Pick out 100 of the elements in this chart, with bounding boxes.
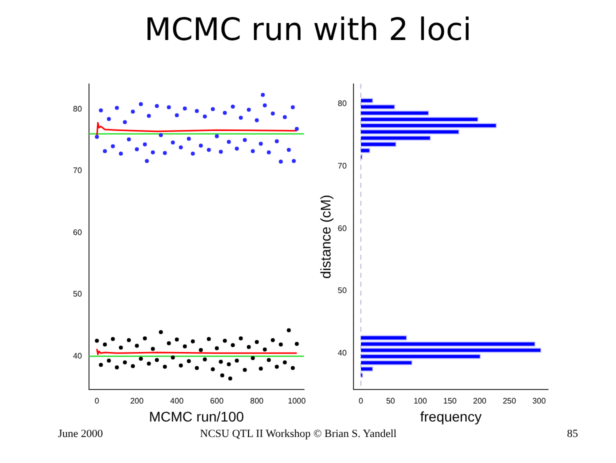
point — [260, 92, 265, 97]
point — [130, 364, 135, 368]
point — [134, 147, 139, 152]
point — [110, 336, 115, 341]
point — [146, 114, 151, 118]
point — [142, 336, 147, 340]
x-tick-label: 200 — [472, 396, 487, 406]
point — [250, 149, 255, 154]
point — [226, 140, 231, 144]
point — [214, 134, 219, 138]
point — [234, 146, 239, 151]
point — [198, 144, 203, 148]
x-tick-label: 200 — [130, 396, 144, 406]
y-tick-label: 70 — [72, 166, 82, 176]
y-tick-label: 50 — [72, 290, 82, 299]
x-tick-label: 50 — [386, 396, 396, 406]
point — [144, 159, 149, 164]
point — [178, 364, 183, 368]
text: 85 — [567, 428, 578, 440]
point — [134, 344, 139, 348]
point — [278, 342, 283, 346]
point — [162, 364, 167, 369]
point — [182, 106, 187, 111]
x-tick-label: 800 — [250, 396, 264, 406]
point — [230, 104, 235, 109]
x-tick-label: 150 — [443, 396, 458, 406]
x-tick-label: 0 — [94, 396, 100, 406]
point — [138, 102, 143, 106]
point — [178, 145, 183, 150]
x-tick-label: 0 — [358, 396, 364, 406]
point — [162, 150, 167, 155]
point — [170, 355, 175, 360]
y-tick-label: 60 — [72, 228, 82, 237]
point — [174, 113, 179, 118]
point — [222, 338, 227, 343]
x-tick-label: 400 — [170, 396, 184, 406]
point — [286, 148, 291, 152]
point — [286, 328, 291, 332]
point — [158, 133, 163, 138]
y-tick-label: 80 — [338, 98, 348, 108]
text: June 2000 — [58, 428, 103, 440]
point — [214, 346, 219, 350]
point — [290, 366, 295, 370]
point — [194, 108, 199, 113]
point — [170, 140, 175, 144]
chart-title: MCMC run with 2 loci — [144, 12, 472, 48]
point — [206, 148, 211, 152]
point — [258, 142, 263, 146]
point — [122, 360, 127, 364]
point — [114, 106, 119, 110]
y-axis-title: distance (cM) — [317, 194, 334, 279]
point — [98, 362, 103, 367]
point — [238, 336, 243, 340]
point — [198, 348, 203, 352]
point — [126, 338, 131, 342]
point — [218, 360, 223, 364]
point — [98, 108, 103, 112]
point — [274, 364, 279, 369]
point — [154, 104, 159, 108]
x-axis-title: MCMC run/100 — [148, 408, 244, 424]
x-tick-label: 1000 — [288, 396, 306, 406]
point — [186, 359, 191, 364]
point — [110, 144, 115, 148]
point — [202, 114, 207, 119]
point — [266, 358, 271, 362]
point — [282, 360, 287, 364]
y-tick-label: 50 — [338, 286, 348, 296]
y-tick-label: 40 — [338, 348, 348, 358]
point — [114, 365, 119, 370]
point — [210, 107, 215, 112]
point — [254, 340, 259, 344]
point — [190, 339, 195, 344]
point — [242, 138, 247, 142]
point — [130, 110, 135, 114]
point — [102, 342, 107, 346]
point — [210, 367, 215, 372]
point — [194, 366, 199, 370]
point — [246, 108, 251, 112]
point — [94, 134, 99, 139]
point — [230, 343, 235, 348]
point — [126, 137, 131, 142]
point — [166, 105, 171, 110]
point — [274, 139, 279, 144]
point — [246, 344, 251, 349]
point — [270, 111, 275, 116]
point — [294, 342, 299, 346]
point — [106, 117, 111, 122]
point — [186, 136, 191, 141]
x-axis-title: frequency — [420, 408, 482, 424]
point — [290, 105, 295, 110]
point — [142, 142, 147, 146]
point — [226, 362, 231, 366]
point — [270, 338, 275, 342]
point — [150, 346, 155, 351]
point — [282, 115, 287, 120]
point — [278, 160, 283, 164]
point — [266, 150, 271, 154]
point — [228, 376, 232, 380]
point — [250, 356, 255, 360]
point — [294, 126, 299, 131]
